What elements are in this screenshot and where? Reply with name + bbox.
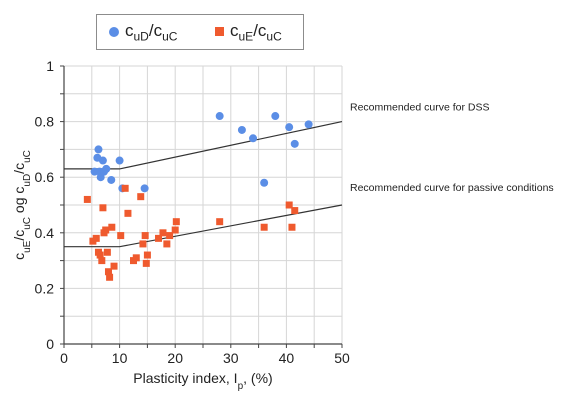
data-point-square (155, 234, 163, 242)
y-axis-title: cuE/cuC og cuD/cuC (11, 150, 33, 260)
legend-label-cud-cuc: cuD/cuC (125, 21, 178, 44)
axes-layer (60, 65, 343, 348)
recommended-curves-layer (64, 121, 343, 248)
data-point-circle (94, 145, 103, 154)
data-point-square (106, 273, 114, 281)
data-point-square (83, 195, 91, 203)
data-point-square (143, 251, 151, 259)
data-point-square (104, 268, 112, 276)
legend: cuD/cuC cuE/cuC (96, 14, 304, 50)
data-point-square (216, 218, 224, 226)
data-point-square (98, 257, 106, 265)
x-tick-label: 20 (167, 350, 183, 366)
data-point-circle (107, 175, 116, 184)
data-point-circle (260, 178, 269, 187)
data-point-circle (140, 184, 149, 193)
data-point-square (163, 240, 171, 248)
x-tick-label: 50 (334, 350, 350, 366)
data-point-square (124, 209, 132, 217)
legend-label-cue-cuc: cuE/cuC (230, 21, 282, 44)
data-point-square (159, 229, 167, 237)
data-point-square (172, 218, 180, 226)
x-tick-label: 30 (223, 350, 239, 366)
x-axis-title: Plasticity index, Ip, (%) (133, 370, 272, 392)
data-point-circle (115, 156, 124, 165)
data-point-circle (215, 112, 224, 121)
data-point-circle (285, 123, 294, 132)
data-point-square (166, 232, 174, 240)
recommended-curve-label: Recommended curve for DSS (350, 102, 489, 114)
data-point-square (285, 201, 293, 209)
y-tick-label: 0 (46, 336, 54, 352)
data-points-layer (83, 112, 313, 281)
data-point-circle (304, 120, 313, 129)
data-point-square (110, 262, 118, 270)
data-point-square (171, 226, 179, 234)
data-point-square (142, 259, 150, 267)
x-tick-label: 0 (60, 350, 68, 366)
data-point-square (132, 254, 140, 262)
recommended-curve-line (64, 121, 343, 170)
y-tick-label: 1 (46, 58, 54, 74)
data-point-square (96, 251, 104, 259)
labels-layer: 0 10 20 30 40 50 0 0.2 0.4 0.6 0.8 1 Plasticity inde… (11, 58, 554, 392)
data-point-square (260, 223, 268, 231)
data-point-square (137, 193, 145, 201)
legend-item-cud-cuc: cuD/cuC (109, 21, 177, 43)
data-point-circle (102, 164, 111, 173)
data-point-circle (249, 134, 258, 143)
recommended-curve-label: Recommended curve for passive conditions (350, 182, 554, 194)
x-tick-label: 40 (279, 350, 295, 366)
data-point-square (108, 223, 116, 231)
y-tick-label: 0.2 (35, 280, 55, 296)
y-tick-label: 0.4 (35, 225, 55, 241)
data-point-square (288, 223, 296, 231)
legend-item-cue-cuc: cuE/cuC (215, 21, 282, 43)
legend-circle-marker (109, 26, 119, 37)
data-point-square (102, 226, 110, 234)
data-point-square (121, 184, 129, 192)
data-point-square (291, 207, 299, 215)
y-tick-label: 0.6 (35, 169, 55, 185)
y-tick-label: 0.8 (35, 114, 55, 130)
data-point-square (139, 240, 147, 248)
data-point-square (117, 232, 125, 240)
data-point-circle (290, 139, 299, 148)
recommended-curve-line (64, 204, 343, 248)
data-point-circle (237, 125, 246, 134)
legend-square-marker (215, 27, 224, 37)
data-point-square (92, 234, 100, 242)
data-point-circle (98, 156, 107, 165)
data-point-square (103, 248, 111, 256)
x-tick-label: 10 (112, 350, 128, 366)
data-point-square (99, 204, 107, 212)
data-point-circle (271, 112, 280, 121)
data-point-square (141, 232, 149, 240)
